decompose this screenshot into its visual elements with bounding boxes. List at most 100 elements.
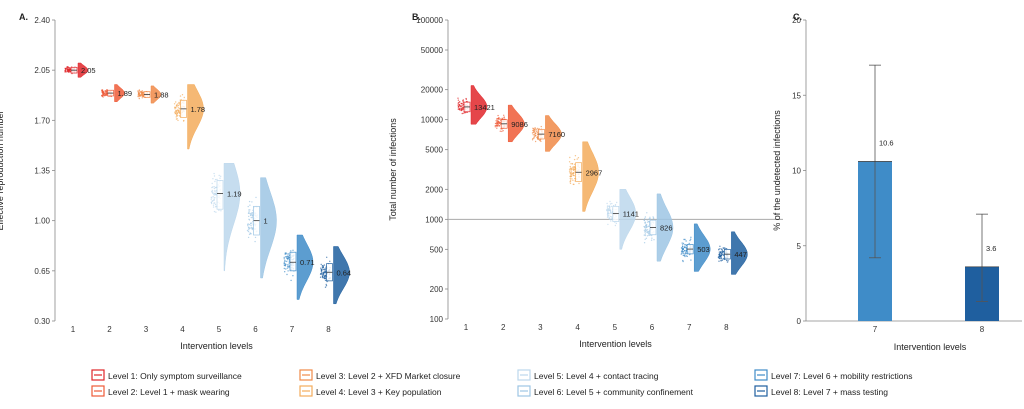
sample-point [138, 97, 140, 100]
violin-shape [656, 193, 674, 262]
violin-level-6: 1 [246, 177, 277, 279]
sample-point [643, 242, 646, 244]
sample-point [462, 106, 464, 109]
sample-point [251, 212, 253, 214]
sample-point [137, 95, 139, 98]
sample-point [569, 179, 572, 181]
y-tick-label: 2000 [425, 185, 443, 194]
sample-point [645, 231, 647, 233]
y-tick-label: 100 [430, 315, 444, 324]
y-tick-label: 10 [792, 167, 801, 176]
sample-point [717, 256, 720, 259]
sample-point [464, 112, 466, 114]
sample-point [461, 112, 463, 115]
sample-point [247, 223, 249, 226]
sample-point [646, 219, 648, 221]
sample-point [251, 213, 253, 215]
sample-point [321, 275, 324, 278]
sample-point [138, 94, 141, 97]
sample-point [248, 233, 251, 236]
sample-point [251, 214, 254, 217]
sample-point [68, 68, 70, 70]
sample-point [325, 274, 327, 277]
sample-point [502, 130, 504, 132]
sample-point [322, 268, 324, 271]
sample-point [720, 248, 722, 250]
sample-point [682, 251, 684, 253]
sample-point [644, 233, 647, 235]
sample-point [249, 227, 251, 229]
sample-point [287, 264, 289, 266]
sample-point [606, 208, 608, 210]
sample-point [609, 212, 612, 214]
sample-point [614, 224, 617, 227]
panel-label: C. [793, 12, 802, 22]
sample-point [462, 99, 464, 102]
sample-point [610, 220, 612, 222]
sample-point [682, 252, 685, 254]
sample-point [213, 175, 216, 177]
sample-point [250, 233, 252, 235]
median-label: 1141 [623, 210, 639, 219]
sample-point [248, 211, 250, 213]
sample-point [176, 118, 178, 120]
sample-point [578, 182, 580, 185]
sample-point [685, 244, 688, 247]
sample-point [646, 212, 648, 214]
sample-point [574, 177, 576, 180]
sample-point [497, 117, 500, 119]
sample-point [533, 136, 535, 139]
panel-label: B. [412, 12, 421, 22]
sample-point [609, 215, 611, 218]
sample-point [568, 170, 571, 172]
violin-level-7: 0.71 [283, 234, 315, 300]
x-tick-label: 7 [873, 325, 878, 334]
sample-point [214, 178, 217, 181]
sample-point [497, 118, 499, 120]
sample-point [213, 187, 216, 190]
sample-point [722, 247, 724, 249]
sample-point [573, 163, 576, 165]
y-axis-title: Total number of infections [388, 118, 398, 221]
legend-label: Level 7: Level 6 + mobility restrictions [771, 371, 913, 381]
sample-point [685, 240, 687, 242]
sample-point [284, 256, 287, 258]
sample-point [212, 204, 215, 206]
sample-point [288, 262, 290, 264]
bar-level-8: 3.68 [965, 213, 999, 334]
sample-point [644, 230, 646, 232]
sample-point [535, 133, 537, 135]
sample-point [573, 183, 575, 186]
sample-point [288, 253, 290, 255]
sample-point [288, 266, 290, 268]
sample-point [690, 259, 692, 261]
panel-b: B. 100 200 500 1000 2000 5000 10000 20000 50000 10… [388, 12, 783, 349]
sample-point [283, 256, 285, 259]
y-tick-label: 500 [430, 245, 444, 254]
sample-point [284, 253, 286, 255]
y-tick-label: 50000 [421, 46, 444, 55]
x-tick-label: 3 [144, 325, 149, 334]
sample-point [569, 181, 571, 183]
sample-point [465, 97, 467, 100]
sample-point [322, 273, 324, 275]
violin-level-5: 1.19 [210, 163, 242, 272]
y-tick-label: 5000 [425, 146, 443, 155]
sample-point [213, 186, 215, 188]
sample-point [608, 205, 610, 208]
sample-point [215, 186, 217, 189]
sample-point [651, 234, 653, 237]
sample-point [645, 226, 647, 228]
violin-shape [150, 85, 162, 104]
sample-point [682, 248, 684, 251]
sample-point [569, 177, 571, 180]
sample-point [653, 239, 655, 241]
legend-item-level-6: Level 6: Level 5 + community confinement [517, 385, 694, 397]
sample-point [138, 93, 140, 95]
median-label: 826 [660, 224, 673, 233]
violin-shape [114, 84, 125, 102]
sample-point [607, 205, 609, 207]
sample-point [536, 128, 538, 130]
sample-point [532, 127, 534, 129]
